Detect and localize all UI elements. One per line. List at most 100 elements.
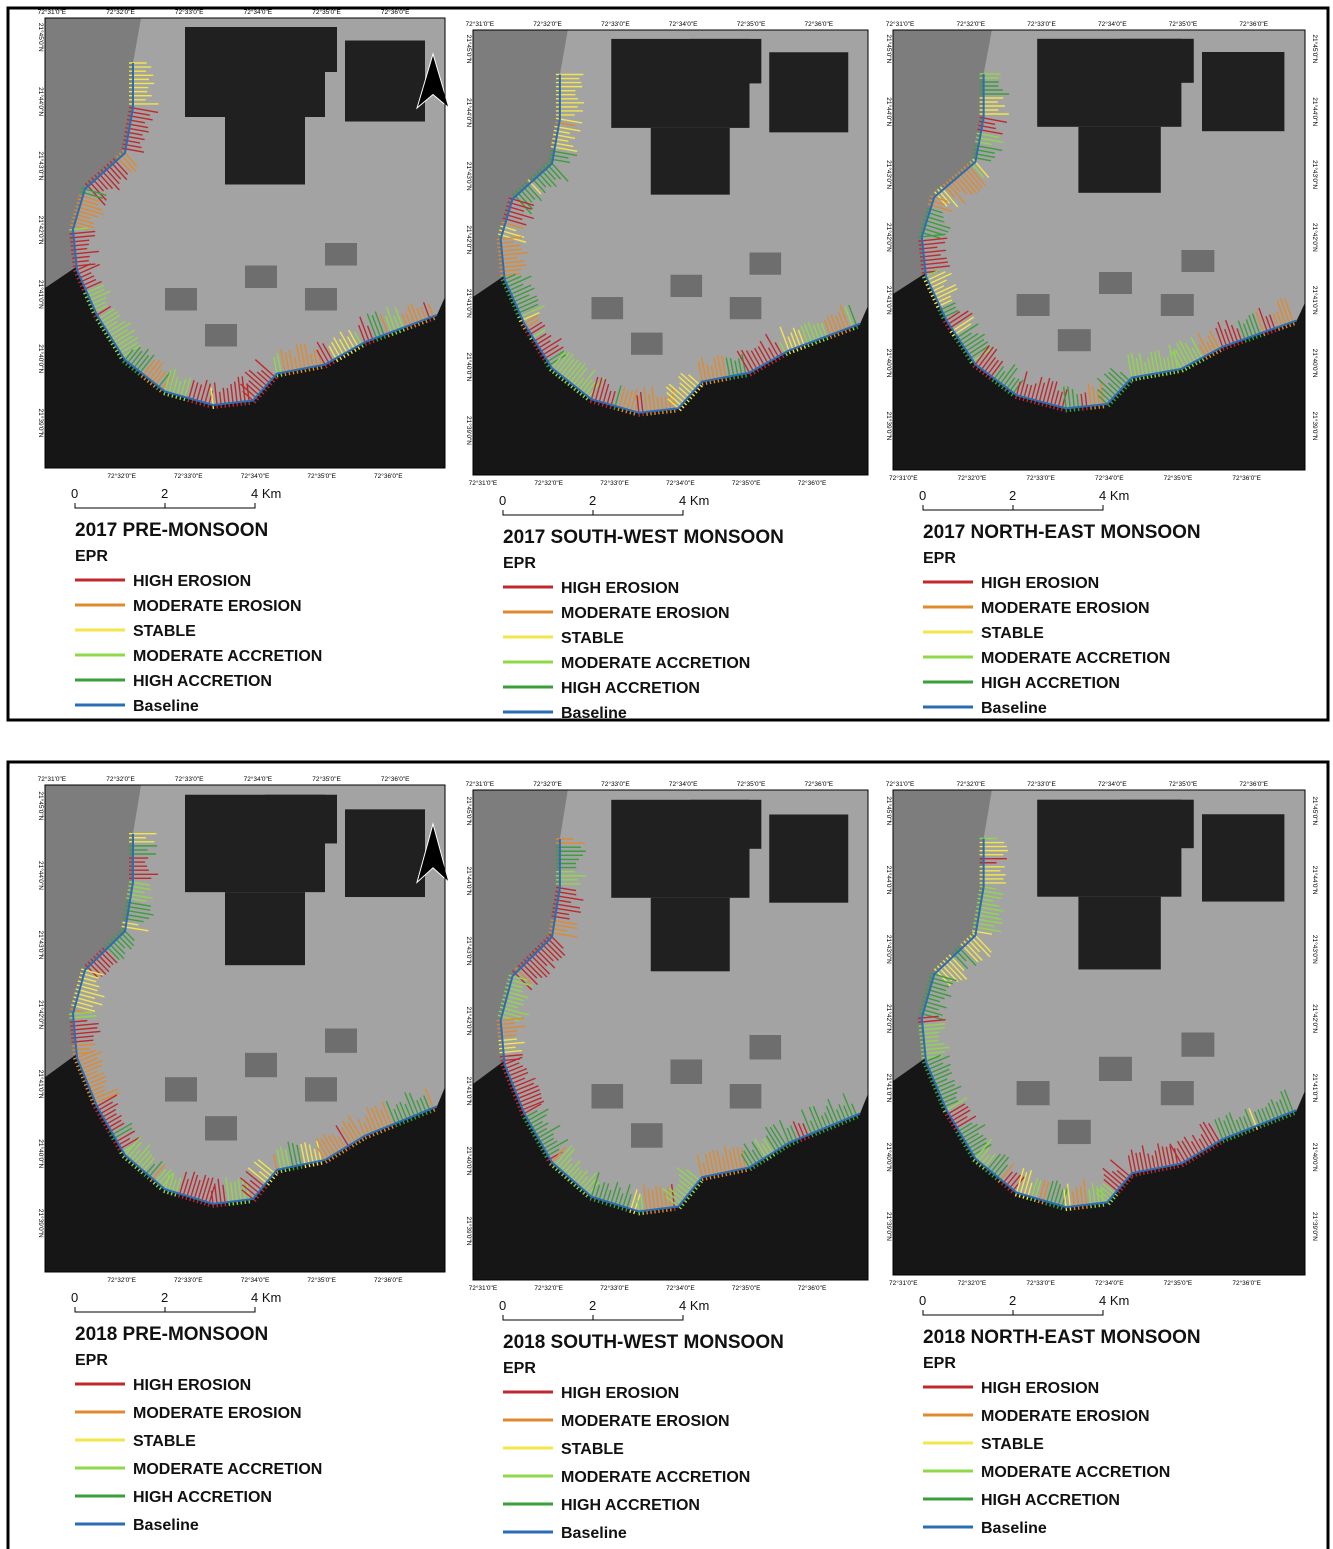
lat-label: 21°45'0"N (1311, 796, 1319, 825)
legend-label: Baseline (133, 1517, 199, 1534)
scale-label: 4 Km (251, 486, 281, 501)
salt-pans (769, 52, 848, 132)
legend-label: Baseline (981, 1520, 1047, 1537)
lon-label: 72°34'0"E (1098, 780, 1127, 788)
lon-label: 72°31'0"E (886, 780, 915, 788)
lon-label: 72°33'0"E (175, 8, 204, 16)
lat-label: 21°43'0"N (37, 151, 45, 180)
lat-label: 21°42'0"N (37, 1000, 45, 1029)
scale-bar (503, 510, 683, 515)
scale-label: 2 (589, 493, 596, 508)
scale-label: 0 (71, 486, 78, 501)
legend-label: STABLE (133, 623, 196, 640)
lon-label: 72°36'0"E (1232, 1279, 1261, 1287)
industrial-block (245, 266, 277, 289)
legend-label: HIGH ACCRETION (561, 680, 700, 697)
salt-pans (1078, 127, 1160, 193)
lat-label: 21°40'0"N (885, 1143, 893, 1172)
legend-label: HIGH EROSION (981, 575, 1099, 592)
legend-label: MODERATE ACCRETION (981, 1464, 1170, 1481)
legend-title: EPR (75, 1352, 108, 1369)
lat-label: 21°43'0"N (1311, 935, 1319, 964)
lat-label: 21°43'0"N (885, 935, 893, 964)
industrial-block (631, 333, 663, 355)
lon-label: 72°35'0"E (737, 780, 766, 788)
legend-label: Baseline (561, 705, 627, 722)
industrial-block (205, 1116, 237, 1140)
scale-bar (75, 1307, 255, 1312)
legend-label: STABLE (133, 1433, 196, 1450)
lon-label: 72°34'0"E (669, 780, 698, 788)
industrial-block (671, 275, 703, 297)
lon-label: 72°33'0"E (601, 780, 630, 788)
salt-pans (1078, 897, 1160, 970)
lon-label: 72°34'0"E (669, 20, 698, 28)
lon-label: 72°35'0"E (732, 1284, 761, 1292)
legend-label: MODERATE ACCRETION (133, 648, 322, 665)
panel-title: 2017 SOUTH-WEST MONSOON (503, 527, 784, 548)
legend-label: MODERATE ACCRETION (981, 650, 1170, 667)
lat-label: 21°41'0"N (885, 1073, 893, 1102)
scale-bar (503, 1315, 683, 1320)
lat-label: 21°44'0"N (1311, 97, 1319, 126)
lon-label: 72°31'0"E (469, 479, 498, 487)
map-panel (893, 790, 1305, 1275)
map-panel (473, 790, 868, 1280)
salt-pans (690, 39, 761, 84)
lat-label: 21°43'0"N (885, 160, 893, 189)
panel-title: 2018 NORTH-EAST MONSOON (923, 1327, 1201, 1348)
scale-label: 2 (589, 1298, 596, 1313)
lat-label: 21°45'0"N (465, 35, 473, 64)
salt-pans (225, 117, 305, 185)
lon-label: 72°31'0"E (465, 780, 494, 788)
scale-label: 4 Km (251, 1290, 281, 1305)
lat-label: 21°42'0"N (1311, 223, 1319, 252)
lon-label: 72°34'0"E (1095, 1279, 1124, 1287)
lat-label: 21°40'0"N (465, 1147, 473, 1176)
legend-label: MODERATE ACCRETION (561, 1469, 750, 1486)
industrial-block (1017, 294, 1050, 316)
lat-label: 21°42'0"N (37, 216, 45, 245)
scale-label: 0 (71, 1290, 78, 1305)
industrial-block (1058, 329, 1091, 351)
scale-label: 2 (1009, 488, 1016, 503)
scale-label: 0 (499, 493, 506, 508)
industrial-block (730, 297, 762, 319)
legend-title: EPR (923, 1355, 956, 1372)
lon-label: 72°36'0"E (374, 472, 403, 480)
industrial-block (631, 1123, 663, 1148)
legend-label: MODERATE EROSION (981, 1408, 1150, 1425)
lon-label: 72°34'0"E (241, 1276, 270, 1284)
lon-label: 72°36'0"E (798, 1284, 827, 1292)
lat-label: 21°43'0"N (465, 162, 473, 191)
legend-label: HIGH EROSION (561, 1385, 679, 1402)
lat-label: 21°45'0"N (37, 23, 45, 52)
lon-label: 72°32'0"E (958, 474, 987, 482)
lon-label: 72°35'0"E (312, 775, 341, 783)
industrial-block (325, 1029, 357, 1053)
lat-label: 21°39'0"N (37, 1209, 45, 1238)
scale-label: 0 (499, 1298, 506, 1313)
lon-label: 72°35'0"E (312, 8, 341, 16)
legend-label: MODERATE EROSION (561, 605, 730, 622)
lat-label: 21°42'0"N (1311, 1004, 1319, 1033)
industrial-block (592, 297, 624, 319)
scale-label: 0 (919, 1293, 926, 1308)
legend-label: Baseline (561, 1525, 627, 1542)
lat-label: 21°39'0"N (465, 1217, 473, 1246)
industrial-block (165, 1077, 197, 1101)
lat-label: 21°45'0"N (37, 791, 45, 820)
map-panel (473, 30, 868, 475)
salt-pans (1202, 814, 1284, 901)
lon-label: 72°33'0"E (1027, 20, 1056, 28)
lon-label: 72°33'0"E (1027, 780, 1056, 788)
legend-label: STABLE (561, 630, 624, 647)
industrial-block (1099, 1057, 1132, 1081)
map-panel (893, 30, 1305, 470)
lat-label: 21°40'0"N (1311, 349, 1319, 378)
industrial-block (245, 1053, 277, 1077)
scale-label: 4 Km (679, 493, 709, 508)
lon-label: 72°35'0"E (1169, 20, 1198, 28)
salt-pans (1120, 800, 1194, 849)
industrial-block (1058, 1120, 1091, 1144)
